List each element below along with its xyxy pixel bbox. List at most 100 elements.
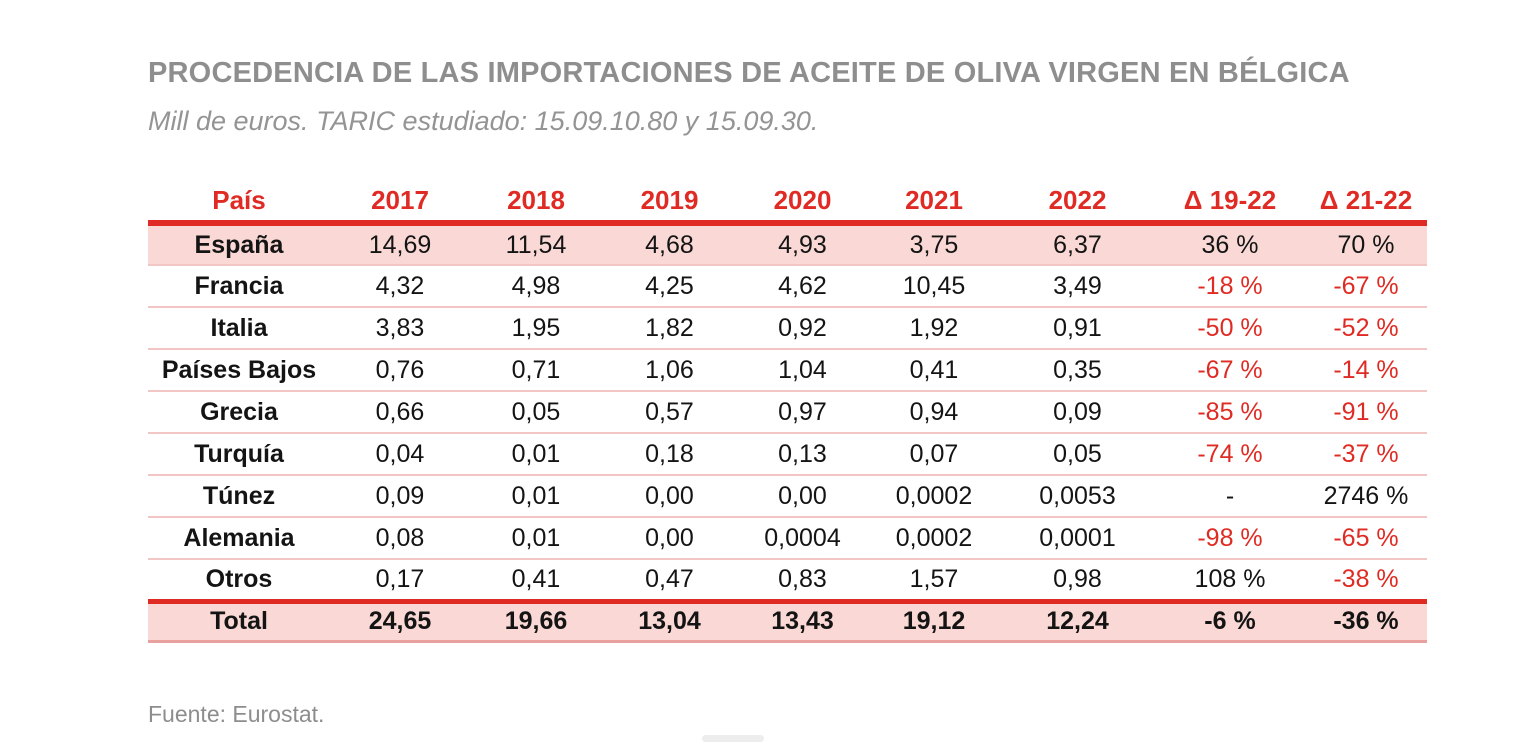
value-cell: 0,07 bbox=[909, 439, 959, 468]
value-cell: 24,65 bbox=[368, 607, 432, 635]
value-cell: 6,37 bbox=[1053, 230, 1102, 259]
delta-21-22-cell: -91 % bbox=[1333, 397, 1399, 426]
table-header-row: País 2017 2018 2019 2020 2021 2022 Δ 19-… bbox=[148, 180, 1427, 223]
value-cell: 1,92 bbox=[909, 313, 959, 342]
value-cell: 19,66 bbox=[504, 607, 568, 635]
value-cell: 0,00 bbox=[645, 481, 694, 510]
value-cell: 0,71 bbox=[511, 355, 561, 384]
delta-21-22-cell: -37 % bbox=[1333, 439, 1399, 468]
value-cell: 0,01 bbox=[511, 481, 561, 510]
value-cell: 4,32 bbox=[375, 271, 425, 300]
value-cell: 0,00 bbox=[645, 523, 694, 552]
delta-19-22-cell: 108 % bbox=[1194, 564, 1266, 593]
column-header-2018: 2018 bbox=[507, 184, 565, 215]
country-cell: Francia bbox=[194, 271, 284, 300]
country-cell: Italia bbox=[210, 313, 268, 342]
delta-21-22-cell: -38 % bbox=[1333, 564, 1399, 593]
value-cell: 1,06 bbox=[645, 355, 694, 384]
table-row: Grecia 0,66 0,05 0,57 0,97 0,94 0,09 -85 % -91 % bbox=[148, 391, 1427, 433]
value-cell: 0,92 bbox=[778, 313, 827, 342]
value-cell: 0,0002 bbox=[895, 481, 973, 510]
value-cell: 4,98 bbox=[511, 271, 561, 300]
country-cell: Grecia bbox=[200, 397, 278, 426]
delta-19-22-cell: -6 % bbox=[1204, 607, 1256, 635]
delta-19-22-cell: -98 % bbox=[1197, 523, 1263, 552]
value-cell: 12,24 bbox=[1046, 607, 1109, 635]
value-cell: 3,83 bbox=[375, 313, 425, 342]
value-cell: 4,25 bbox=[645, 271, 694, 300]
value-cell: 0,05 bbox=[511, 397, 561, 426]
delta-19-22-cell: -85 % bbox=[1197, 397, 1263, 426]
value-cell: 1,57 bbox=[909, 564, 959, 593]
value-cell: 0,83 bbox=[778, 564, 827, 593]
value-cell: 4,62 bbox=[778, 271, 827, 300]
delta-19-22-cell: - bbox=[1225, 481, 1235, 510]
imports-table: País 2017 2018 2019 2020 2021 2022 Δ 19-… bbox=[148, 180, 1427, 643]
source-note: Fuente: Eurostat. bbox=[148, 701, 325, 727]
country-cell: Países Bajos bbox=[161, 355, 317, 384]
country-cell: Alemania bbox=[183, 523, 295, 552]
country-cell: Otros bbox=[205, 564, 273, 593]
value-cell: 0,41 bbox=[909, 355, 959, 384]
value-cell: 0,01 bbox=[511, 439, 561, 468]
delta-21-22-cell: -36 % bbox=[1333, 607, 1399, 635]
table-row: Países Bajos 0,76 0,71 1,06 1,04 0,41 0,35 -67 … bbox=[148, 349, 1427, 391]
value-cell: 0,05 bbox=[1053, 439, 1102, 468]
column-header-2020: 2020 bbox=[773, 184, 832, 215]
value-cell: 0,18 bbox=[645, 439, 694, 468]
page-subtitle: Mill de euros. TARIC estudiado: 15.09.10… bbox=[148, 106, 819, 136]
delta-19-22-cell: -50 % bbox=[1197, 313, 1263, 342]
value-cell: 4,93 bbox=[778, 230, 827, 259]
delta-21-22-cell: -65 % bbox=[1333, 523, 1399, 552]
country-cell: Turquía bbox=[194, 439, 284, 468]
value-cell: 13,04 bbox=[638, 607, 701, 635]
column-header-2021: 2021 bbox=[905, 184, 963, 215]
value-cell: 0,0053 bbox=[1039, 481, 1116, 510]
total-row: Total 24,65 19,66 13,04 13,43 19,12 12,24 -6 % -… bbox=[148, 601, 1427, 641]
value-cell: 13,43 bbox=[771, 607, 834, 635]
table-row: Otros 0,17 0,41 0,47 0,83 1,57 0,98 108 % -38 % bbox=[148, 559, 1427, 601]
value-cell: 0,0002 bbox=[895, 523, 973, 552]
table-row: Francia 4,32 4,98 4,25 4,62 10,45 3,49 -18 % -67… bbox=[148, 265, 1427, 307]
delta-19-22-cell: -67 % bbox=[1197, 355, 1263, 384]
value-cell: 0,08 bbox=[375, 523, 425, 552]
value-cell: 1,04 bbox=[778, 355, 827, 384]
delta-21-22-cell: -67 % bbox=[1333, 271, 1399, 300]
table-row: Turquía 0,04 0,01 0,18 0,13 0,07 0,05 -74 % -37 … bbox=[148, 433, 1427, 475]
delta-19-22-cell: -18 % bbox=[1197, 271, 1263, 300]
column-header-2022: 2022 bbox=[1048, 184, 1107, 215]
value-cell: 1,82 bbox=[645, 313, 694, 342]
table-row: Alemania 0,08 0,01 0,00 0,0004 0,0002 0,0001 -9… bbox=[148, 517, 1427, 559]
delta-19-22-cell: 36 % bbox=[1201, 230, 1259, 259]
value-cell: 0,47 bbox=[645, 564, 694, 593]
value-cell: 0,01 bbox=[511, 523, 561, 552]
value-cell: 0,41 bbox=[511, 564, 561, 593]
country-cell: España bbox=[194, 230, 284, 259]
table-row: España 14,69 11,54 4,68 4,93 3,75 6,37 36 % 70 % bbox=[148, 223, 1427, 265]
delta-21-22-cell: 2746 % bbox=[1323, 481, 1409, 510]
value-cell: 0,98 bbox=[1053, 564, 1102, 593]
value-cell: 0,04 bbox=[375, 439, 425, 468]
value-cell: 0,0004 bbox=[764, 523, 841, 552]
value-cell: 0,91 bbox=[1053, 313, 1102, 342]
value-cell: 0,00 bbox=[778, 481, 827, 510]
column-header-2019: 2019 bbox=[640, 184, 699, 215]
value-cell: 10,45 bbox=[902, 271, 966, 300]
table-body: España 14,69 11,54 4,68 4,93 3,75 6,37 36 % 70 %… bbox=[148, 223, 1427, 641]
value-cell: 14,69 bbox=[368, 230, 432, 259]
value-cell: 0,94 bbox=[909, 397, 959, 426]
value-cell: 0,35 bbox=[1053, 355, 1102, 384]
table-row: Túnez 0,09 0,01 0,00 0,00 0,0002 0,0053 - 2746 % bbox=[148, 475, 1427, 517]
delta-21-22-cell: -52 % bbox=[1333, 313, 1399, 342]
value-cell: 4,68 bbox=[645, 230, 694, 259]
delta-19-22-cell: -74 % bbox=[1197, 439, 1263, 468]
value-cell: 0,17 bbox=[375, 564, 425, 593]
delta-21-22-cell: 70 % bbox=[1337, 230, 1395, 259]
column-header-delta-19-22: Δ 19-22 bbox=[1183, 184, 1277, 215]
value-cell: 0,13 bbox=[778, 439, 827, 468]
column-header-delta-21-22: Δ 21-22 bbox=[1319, 184, 1413, 215]
table-row: Italia 3,83 1,95 1,82 0,92 1,92 0,91 -50 % -52 % bbox=[148, 307, 1427, 349]
country-cell: Total bbox=[210, 607, 268, 635]
page-title: PROCEDENCIA DE LAS IMPORTACIONES DE ACEI… bbox=[148, 57, 1350, 89]
